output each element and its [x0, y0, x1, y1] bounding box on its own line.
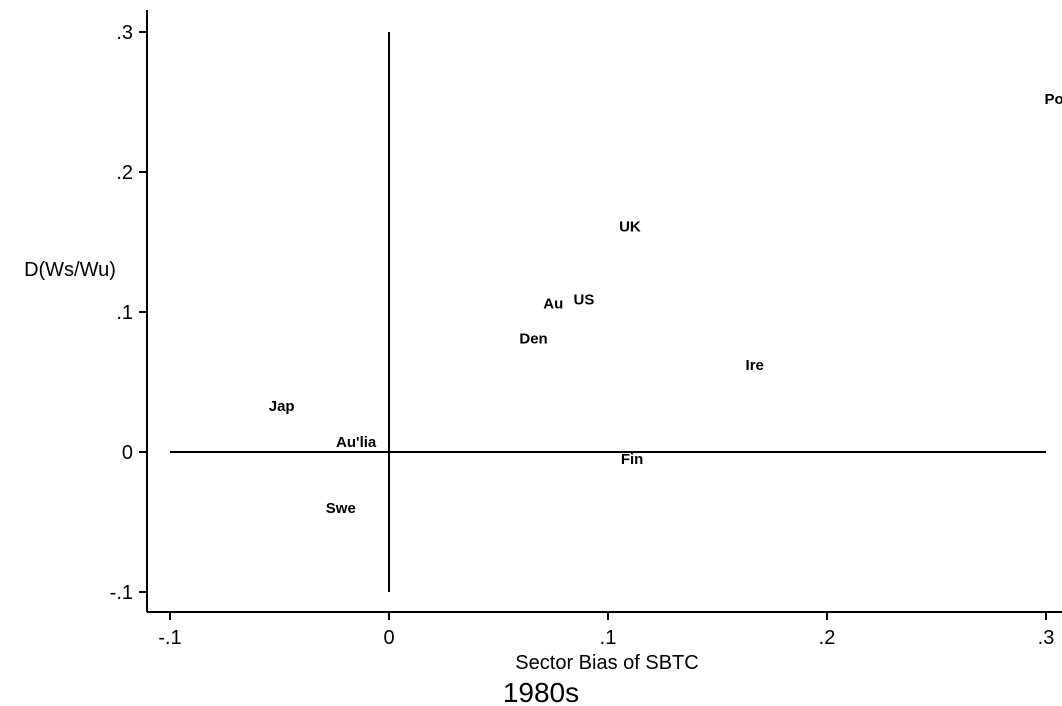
axes: -.1 0 .1 .2 .3 -.1 0 .1 .2 .3: [110, 10, 1062, 649]
y-tick-label: .1: [116, 302, 133, 324]
reference-lines: [170, 32, 1046, 592]
x-tick-label: 0: [383, 627, 394, 649]
point-label: Au'lia: [336, 434, 377, 451]
x-tick-label: .1: [600, 627, 617, 649]
y-tick-label: 0: [122, 442, 133, 464]
point-label: Fin: [621, 451, 644, 468]
x-tick-label: .2: [819, 627, 836, 649]
point-label: Jap: [269, 398, 295, 415]
y-axis-title: D(Ws/Wu): [24, 259, 116, 281]
point-label: Ire: [746, 357, 764, 374]
x-tick-label: .3: [1038, 627, 1055, 649]
x-tick-label: -.1: [158, 627, 181, 649]
data-points: Por UK US Au Den Ire Jap Au'lia Fin Swe: [269, 91, 1062, 517]
point-label: Swe: [326, 500, 356, 517]
y-tick-label: .3: [116, 22, 133, 44]
chart-caption: 1980s: [503, 677, 579, 706]
point-label: Por: [1044, 91, 1062, 108]
y-tick-label: .2: [116, 162, 133, 184]
point-label: Den: [519, 331, 547, 348]
point-label: US: [573, 291, 594, 308]
point-label: UK: [619, 219, 641, 236]
point-label: Au: [543, 296, 563, 313]
y-tick-label: -.1: [110, 582, 133, 604]
x-axis-title: Sector Bias of SBTC: [515, 652, 698, 674]
